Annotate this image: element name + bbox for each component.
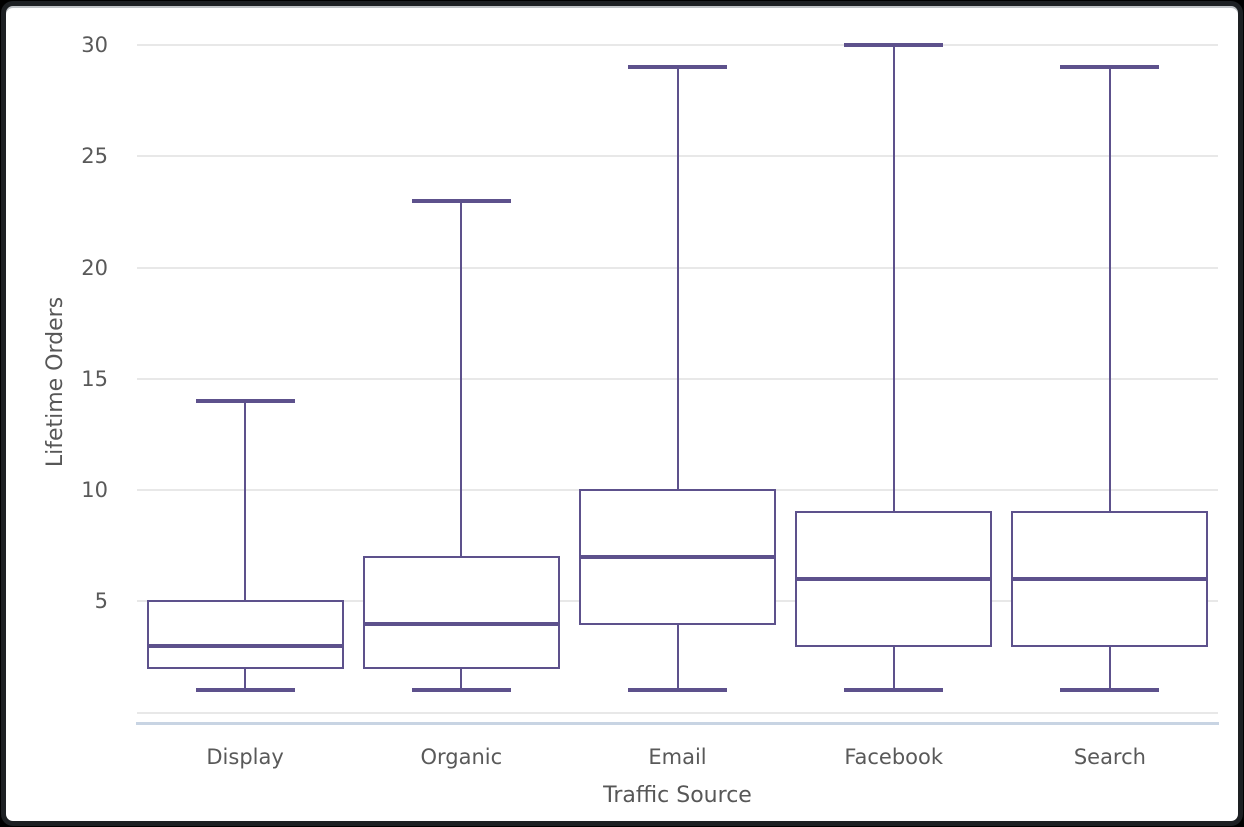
median-line — [148, 643, 342, 648]
whisker-lower-stem — [460, 668, 463, 691]
whisker-min-cap — [1060, 688, 1160, 693]
whisker-max-cap — [195, 399, 295, 403]
gridline — [137, 44, 1218, 46]
whisker-lower-stem — [892, 645, 895, 691]
whisker-upper-stem — [1108, 67, 1111, 513]
whisker-max-cap — [411, 198, 511, 203]
box-rect — [362, 555, 560, 669]
gridline — [137, 266, 1218, 269]
x-tick-label-organic: Organic — [420, 745, 503, 769]
whisker-min-cap — [195, 688, 295, 693]
gridline — [137, 489, 1218, 491]
x-tick-label-email: Email — [648, 745, 707, 769]
whisker-lower-stem — [1108, 645, 1111, 691]
whisker-upper-stem — [244, 401, 247, 602]
whisker-upper-stem — [892, 45, 895, 513]
y-tick-label: 15 — [81, 366, 108, 391]
box-rect — [579, 489, 776, 625]
whisker-min-cap — [844, 688, 944, 693]
whisker-min-cap — [411, 688, 511, 693]
x-tick-label-search: Search — [1073, 745, 1146, 769]
median-line — [1013, 577, 1207, 581]
gridline — [137, 155, 1218, 158]
gridline — [137, 377, 1218, 380]
median-line — [581, 554, 774, 559]
x-axis-line — [136, 721, 1219, 725]
y-tick-label: 25 — [81, 144, 108, 169]
y-tick-label: 20 — [81, 255, 108, 280]
gridline — [137, 600, 1218, 603]
y-tick-label: 10 — [81, 478, 108, 502]
median-line — [797, 577, 991, 581]
gridline — [137, 711, 1218, 714]
y-tick-label: 30 — [81, 33, 108, 57]
x-axis-title: Traffic Source — [603, 783, 752, 808]
box-rect — [795, 511, 993, 647]
box-rect — [1011, 511, 1209, 647]
whisker-upper-stem — [676, 67, 679, 490]
x-tick-label-facebook: Facebook — [844, 745, 944, 769]
whisker-min-cap — [628, 688, 727, 693]
y-tick-label: 5 — [94, 589, 108, 614]
median-line — [364, 621, 558, 626]
x-tick-label-display: Display — [206, 745, 284, 769]
whisker-max-cap — [628, 65, 727, 70]
whisker-lower-stem — [244, 668, 247, 691]
box-rect — [146, 600, 344, 669]
whisker-max-cap — [1060, 65, 1160, 70]
whisker-lower-stem — [676, 623, 679, 691]
